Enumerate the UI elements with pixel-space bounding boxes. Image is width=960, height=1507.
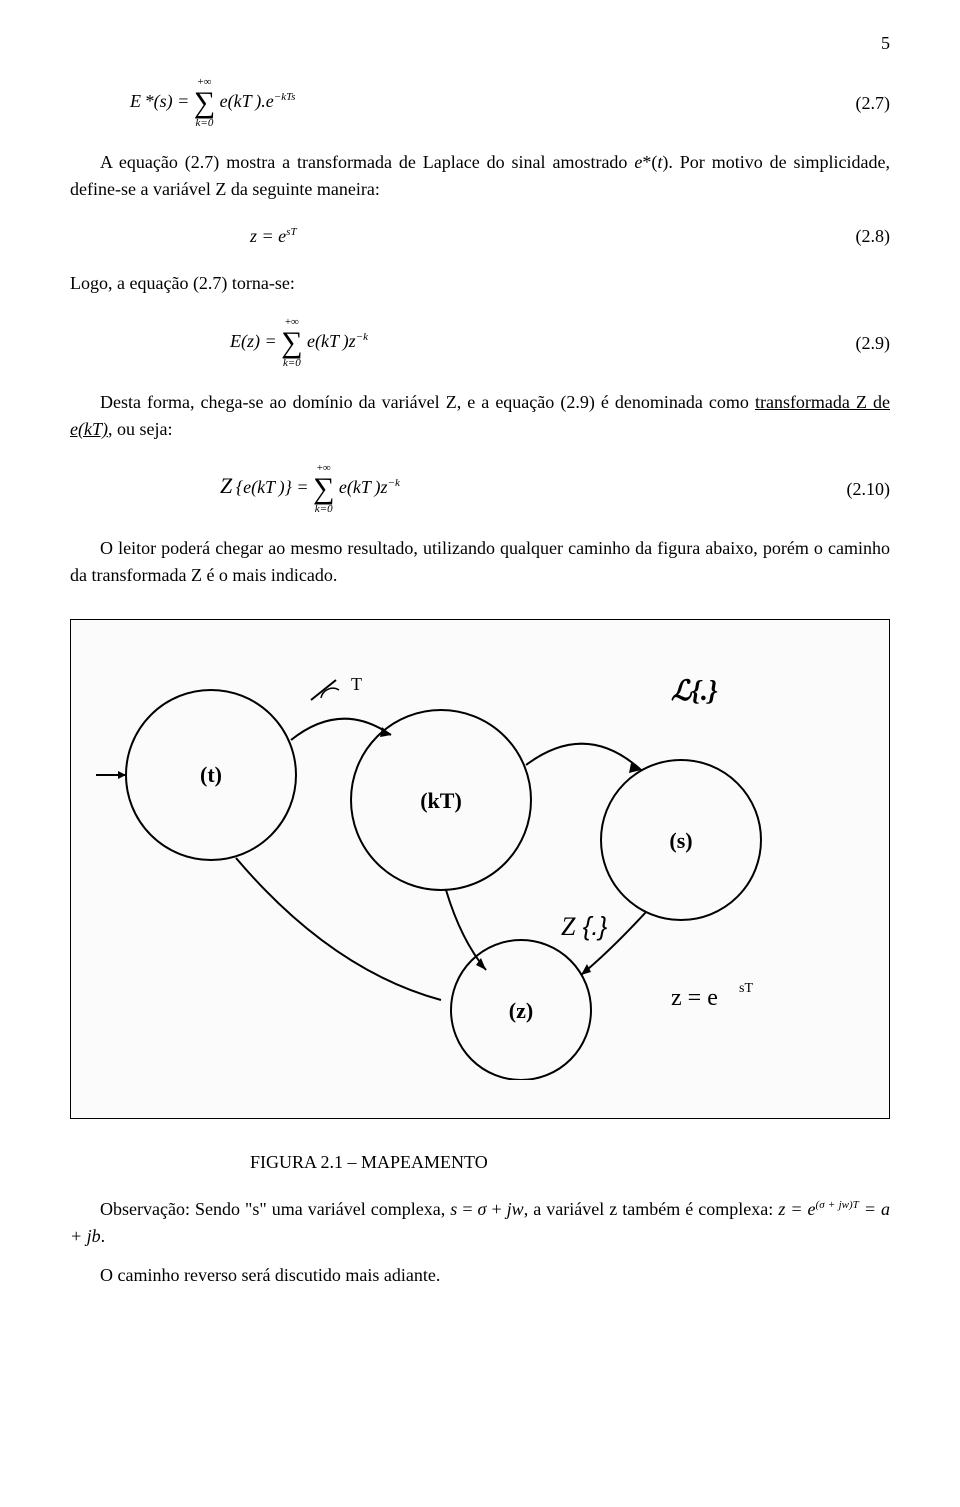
paragraph-2: Logo, a equação (2.7) torna-se:	[70, 270, 890, 297]
equation-2-10: Z {e(kT )} = +∞ ∑ k=0 e(kT )z−k (2.10)	[70, 463, 890, 515]
equation-2-9: E(z) = +∞ ∑ k=0 e(kT )z−k (2.9)	[70, 317, 890, 369]
label-T: T	[351, 674, 362, 694]
observation-2: O caminho reverso será discutido mais ad…	[70, 1262, 890, 1289]
node-s-label: (s)	[669, 828, 692, 853]
mapping-diagram: T (t) (kT) ℒ{.} (s) (z) Z {.}	[91, 640, 811, 1080]
node-z-label: (z)	[509, 998, 533, 1023]
paragraph-4: O leitor poderá chegar ao mesmo resultad…	[70, 535, 890, 589]
eq-num-2-8: (2.8)	[830, 223, 890, 250]
label-L: ℒ{.}	[671, 676, 718, 707]
eq-num-2-9: (2.9)	[830, 330, 890, 357]
equation-2-7: E *(s) = +∞ ∑ k=0 e(kT ).e−kTs (2.7)	[70, 77, 890, 129]
page-number: 5	[70, 30, 890, 57]
label-Z-script: Z {.}	[561, 911, 608, 941]
svg-text:z = e: z = e	[671, 985, 718, 1011]
label-z-eq: z = e sT	[671, 981, 753, 1011]
figure-2-1: T (t) (kT) ℒ{.} (s) (z) Z {.}	[70, 619, 890, 1119]
figure-caption: FIGURA 2.1 – MAPEAMENTO	[250, 1149, 890, 1176]
eq-num-2-7: (2.7)	[830, 90, 890, 117]
equation-2-8: z = esT (2.8)	[70, 223, 890, 250]
node-kT-label: (kT)	[420, 788, 462, 813]
node-t-label: (t)	[200, 762, 222, 787]
eq-num-2-10: (2.10)	[830, 476, 890, 503]
sampler-icon: T	[311, 674, 362, 700]
paragraph-3: Desta forma, chega-se ao domínio da vari…	[70, 389, 890, 443]
observation-1: Observação: Sendo "s" uma variável compl…	[70, 1196, 890, 1250]
paragraph-1: A equação (2.7) mostra a transformada de…	[70, 149, 890, 203]
svg-text:sT: sT	[739, 981, 753, 996]
